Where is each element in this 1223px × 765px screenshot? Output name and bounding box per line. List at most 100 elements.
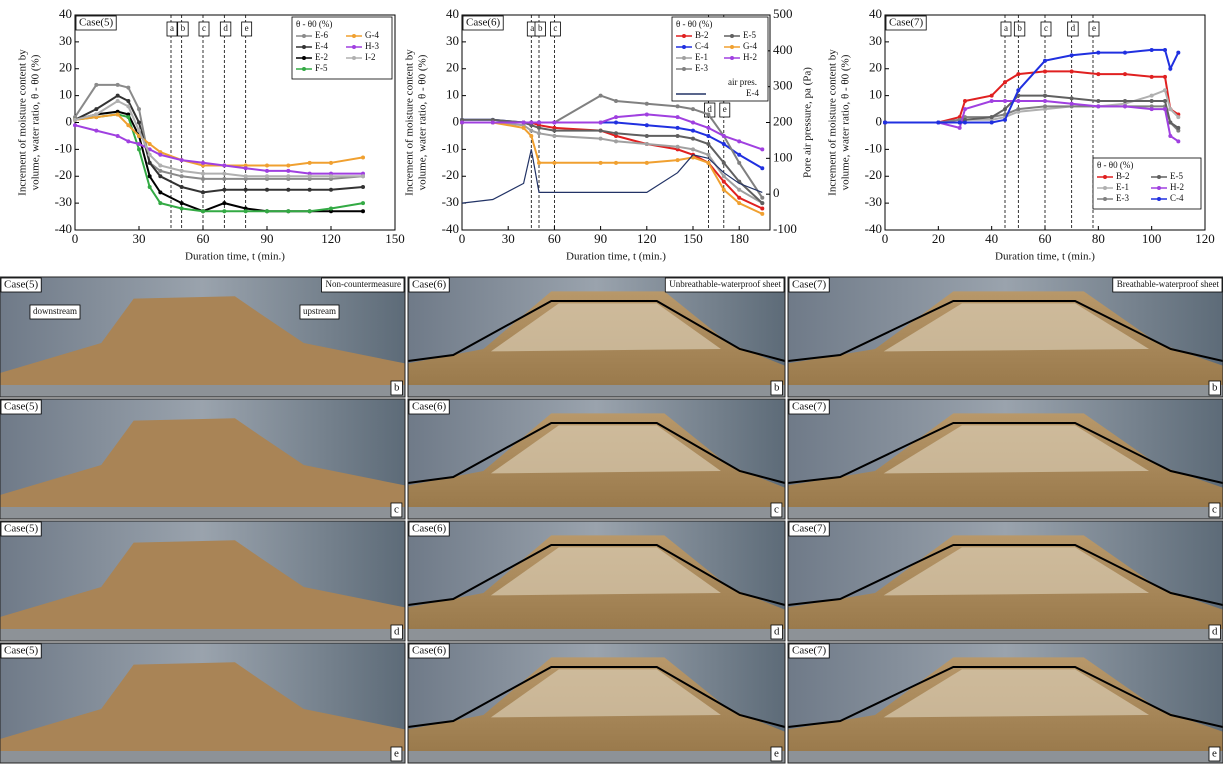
photo-case-label: Case(6) bbox=[412, 279, 447, 291]
series-point bbox=[286, 174, 291, 179]
series-point bbox=[721, 179, 726, 184]
series-point bbox=[115, 82, 120, 87]
case-label: Case(6) bbox=[466, 17, 501, 29]
y-tick-label: 30 bbox=[446, 33, 459, 48]
series-point bbox=[307, 209, 312, 214]
series-point bbox=[126, 104, 131, 109]
series-point bbox=[614, 99, 618, 103]
series-point bbox=[1163, 99, 1167, 103]
photo-row-label-box bbox=[770, 380, 783, 396]
sheet-line bbox=[787, 666, 1223, 728]
y2-tick-label: 500 bbox=[773, 6, 793, 21]
legend-label: B-2 bbox=[695, 30, 709, 40]
series-point bbox=[1168, 133, 1173, 138]
sheet-line bbox=[407, 422, 786, 484]
legend-label: E-3 bbox=[695, 63, 708, 73]
legend-label: E-5 bbox=[743, 30, 756, 40]
series-point bbox=[361, 185, 365, 189]
series-point bbox=[222, 187, 227, 192]
y-tick-label: -10 bbox=[55, 140, 72, 155]
series-point bbox=[329, 174, 333, 179]
y-tick-label: -40 bbox=[865, 221, 882, 236]
photo-case-label-box bbox=[788, 399, 830, 415]
photo-base bbox=[408, 385, 785, 397]
photo-case-label-box bbox=[408, 277, 450, 293]
series-point bbox=[675, 104, 680, 109]
series-point bbox=[1163, 107, 1167, 112]
legend-label: H-2 bbox=[1170, 182, 1184, 192]
series-line bbox=[74, 94, 364, 194]
event-label-box bbox=[550, 21, 561, 37]
series-point bbox=[1069, 69, 1074, 74]
y-tick-label: 30 bbox=[59, 33, 72, 48]
photo-core bbox=[883, 669, 1150, 718]
series-point bbox=[265, 168, 269, 173]
legend-marker bbox=[1103, 175, 1107, 179]
photo-case-label-box bbox=[0, 643, 42, 659]
series-point bbox=[1043, 104, 1047, 109]
series-point bbox=[1168, 107, 1173, 112]
y-tick-label: 40 bbox=[869, 6, 882, 21]
series-point bbox=[329, 187, 333, 192]
y-tick-label: -40 bbox=[442, 221, 459, 236]
x-tick-label: 20 bbox=[932, 231, 945, 246]
series-point bbox=[989, 99, 994, 103]
series-point bbox=[1149, 107, 1154, 112]
case-label: Case(5) bbox=[79, 17, 114, 29]
case-label-box bbox=[885, 15, 927, 31]
photo-case-label: Case(6) bbox=[412, 523, 447, 535]
series-point bbox=[644, 123, 649, 128]
series-point bbox=[614, 115, 618, 120]
series-point bbox=[675, 144, 680, 149]
series-line bbox=[74, 124, 363, 175]
series-point bbox=[644, 101, 649, 106]
legend-marker bbox=[1157, 175, 1161, 179]
series-point bbox=[158, 168, 163, 173]
series-point bbox=[1069, 53, 1074, 58]
legend-marker bbox=[352, 56, 356, 60]
y-axis-label: volume, water ratio, θ - θ0 (%) bbox=[30, 54, 42, 190]
photo-case-label: Case(7) bbox=[792, 279, 827, 291]
legend-label: E-4 bbox=[746, 88, 759, 98]
series-point bbox=[147, 174, 152, 179]
series-point bbox=[614, 120, 618, 125]
series-point bbox=[706, 133, 711, 138]
photo-frame bbox=[0, 276, 406, 398]
series-point bbox=[691, 128, 695, 133]
event-label: e bbox=[723, 104, 727, 114]
photo-row-label: d bbox=[774, 626, 780, 638]
series-line bbox=[74, 110, 363, 213]
series-point bbox=[1163, 47, 1167, 52]
series-point bbox=[1123, 50, 1127, 55]
series-line bbox=[74, 83, 364, 180]
series-point bbox=[460, 120, 464, 125]
photo-condition-box bbox=[1112, 277, 1223, 293]
legend-marker bbox=[730, 56, 734, 60]
photo-row-label: c bbox=[394, 504, 399, 516]
event-label: c bbox=[1044, 23, 1048, 33]
series-point bbox=[760, 195, 765, 200]
x-tick-label: 0 bbox=[459, 231, 466, 246]
sheet-line bbox=[787, 422, 1223, 484]
x-tick-label: 40 bbox=[985, 231, 998, 246]
y-tick-label: 30 bbox=[869, 33, 882, 48]
legend-box bbox=[671, 16, 769, 102]
photo-row-label-box bbox=[1208, 380, 1221, 396]
series-point bbox=[361, 155, 365, 160]
series-point bbox=[721, 133, 726, 138]
event-label: a bbox=[170, 23, 174, 33]
series-point bbox=[1043, 69, 1047, 74]
series-point bbox=[614, 139, 618, 144]
series-point bbox=[537, 120, 541, 125]
event-label: e bbox=[1092, 23, 1096, 33]
series-point bbox=[691, 107, 695, 112]
series-point bbox=[265, 187, 269, 192]
photo-case-label: Case(5) bbox=[4, 523, 39, 535]
series-point bbox=[222, 163, 227, 168]
photo-case-label: Case(7) bbox=[792, 523, 827, 535]
photo-case-label: Case(5) bbox=[4, 645, 39, 657]
photo-row-label-box bbox=[390, 746, 403, 762]
y-tick-label: 40 bbox=[59, 6, 72, 21]
series-point bbox=[115, 99, 120, 103]
legend-label: E-5 bbox=[1170, 171, 1183, 181]
